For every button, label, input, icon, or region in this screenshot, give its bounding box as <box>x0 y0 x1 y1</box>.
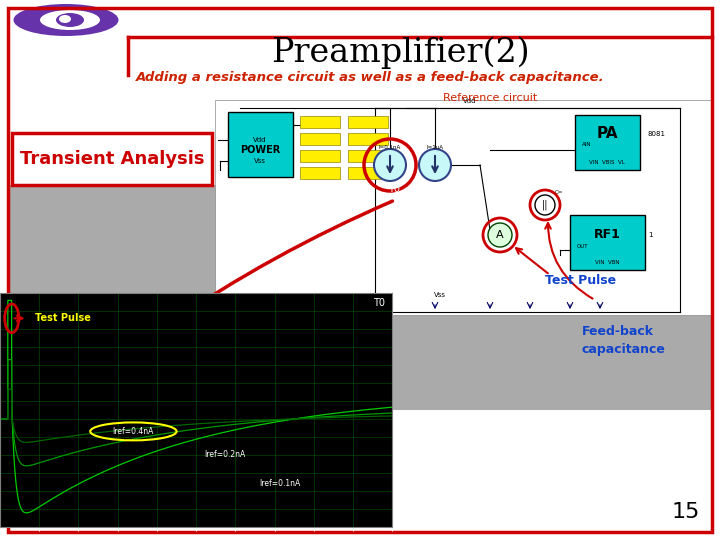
Bar <box>300 116 340 128</box>
Text: Iref=0.2nA: Iref=0.2nA <box>204 450 246 459</box>
Ellipse shape <box>56 13 84 27</box>
Text: 15: 15 <box>672 502 700 522</box>
Bar <box>300 133 340 145</box>
Ellipse shape <box>488 223 512 247</box>
Bar <box>348 150 388 162</box>
Text: 8081: 8081 <box>648 131 666 137</box>
Ellipse shape <box>59 15 71 23</box>
Text: T0: T0 <box>372 298 384 308</box>
Text: 1: 1 <box>648 232 652 238</box>
Ellipse shape <box>40 10 100 30</box>
Bar <box>215 100 712 315</box>
Text: Feed-back
capacitance: Feed-back capacitance <box>582 325 666 356</box>
Text: Transient Analysis: Transient Analysis <box>19 150 204 168</box>
Text: Vdd: Vdd <box>253 137 266 143</box>
Text: OUT: OUT <box>577 245 588 249</box>
Ellipse shape <box>374 149 406 181</box>
Ellipse shape <box>14 4 119 36</box>
Bar <box>8 185 712 410</box>
Text: VIN  VBIS  VL: VIN VBIS VL <box>589 159 625 165</box>
Bar <box>570 215 645 270</box>
Text: AIN: AIN <box>582 143 592 147</box>
Text: Vss: Vss <box>254 158 266 164</box>
Bar <box>348 116 388 128</box>
Text: Vdd: Vdd <box>463 98 477 104</box>
Bar <box>348 167 388 179</box>
Ellipse shape <box>535 195 555 215</box>
Text: Iref=0.4nA: Iref=0.4nA <box>113 427 154 436</box>
Bar <box>300 150 340 162</box>
Text: T0: T0 <box>388 184 400 194</box>
Text: I=0.1nA: I=0.1nA <box>379 145 401 150</box>
Text: POWER: POWER <box>240 145 280 155</box>
Text: A: A <box>496 230 504 240</box>
Text: Test Pulse: Test Pulse <box>35 313 91 323</box>
Bar <box>228 112 293 177</box>
Text: I=1uA: I=1uA <box>426 145 444 150</box>
Text: Preamplifier(2): Preamplifier(2) <box>271 37 529 69</box>
Text: Test Pulse: Test Pulse <box>545 273 616 287</box>
Bar <box>12 133 212 185</box>
Ellipse shape <box>419 149 451 181</box>
Text: ||: || <box>541 200 548 210</box>
Bar <box>300 167 340 179</box>
Text: Iref=0.1nA: Iref=0.1nA <box>259 479 300 488</box>
Text: Vss: Vss <box>434 292 446 298</box>
Text: PA: PA <box>596 126 618 141</box>
Bar <box>348 133 388 145</box>
Bar <box>575 115 640 170</box>
Text: C=: C= <box>555 190 563 194</box>
Text: Adding a resistance circuit as well as a feed-back capacitance.: Adding a resistance circuit as well as a… <box>135 71 604 84</box>
Text: VIN  VBN: VIN VBN <box>595 260 619 265</box>
Text: RF1: RF1 <box>593 228 621 241</box>
Text: Reference circuit: Reference circuit <box>443 93 537 103</box>
